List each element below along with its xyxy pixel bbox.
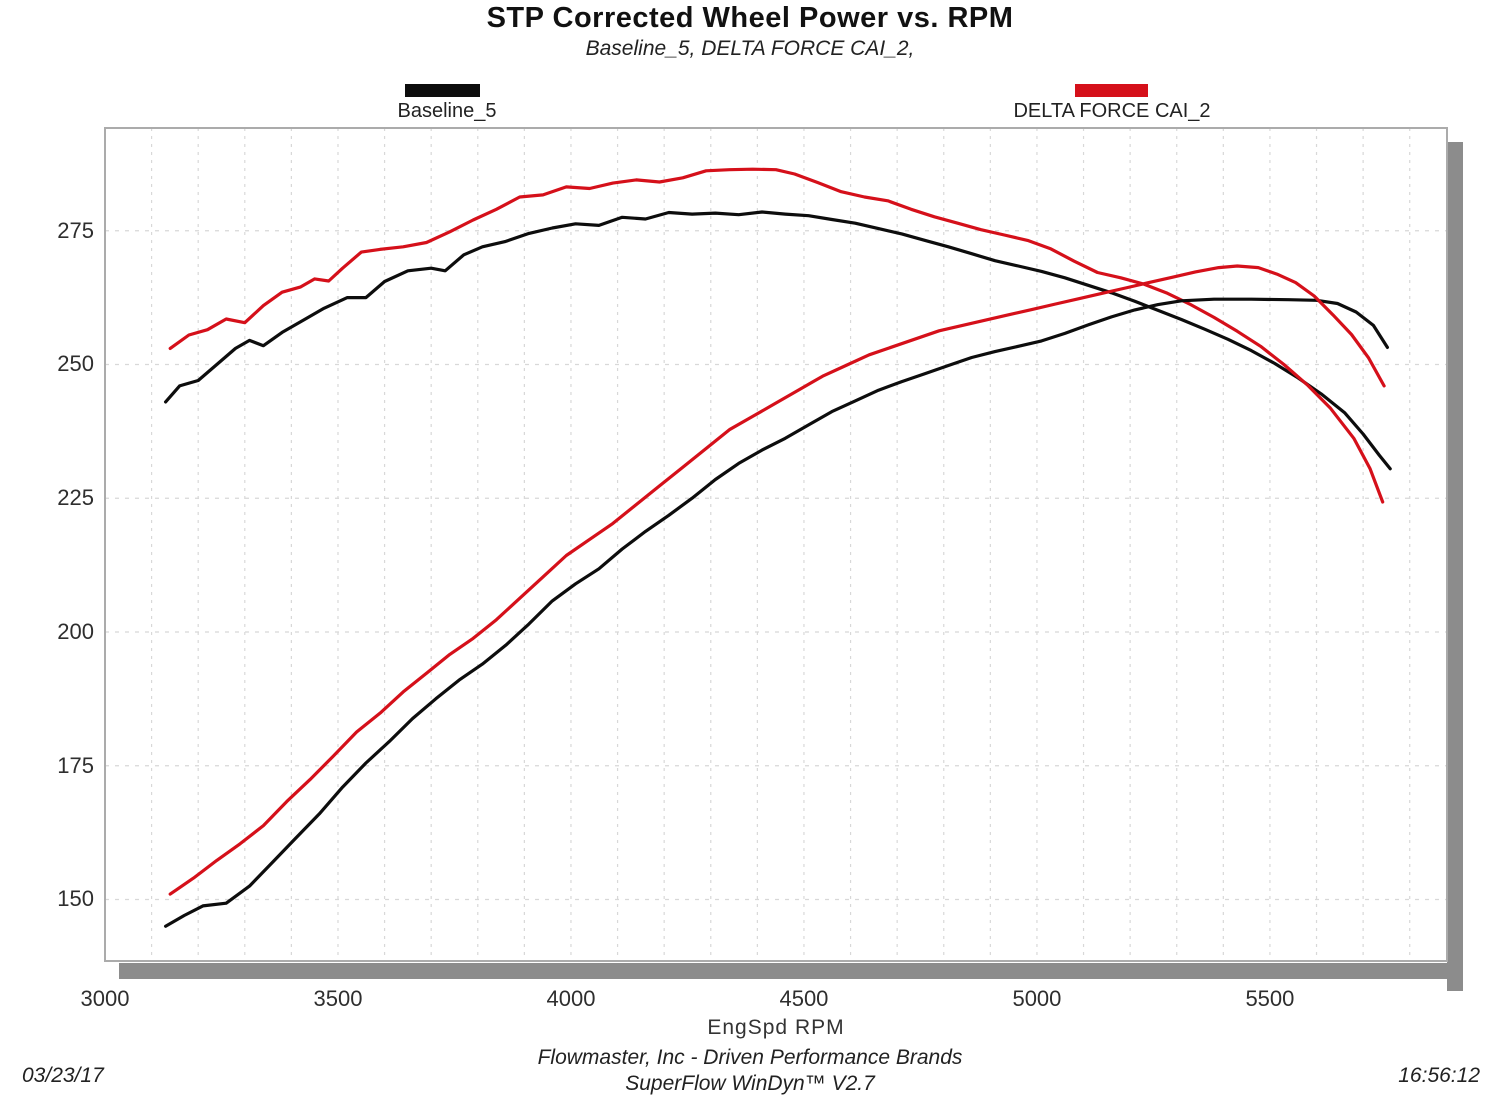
plot-shadow-bottom: [119, 963, 1463, 979]
time-stamp: 16:56:12: [1398, 1064, 1480, 1087]
date-stamp: 03/23/17: [22, 1064, 104, 1087]
x-tick-label: 5000: [1012, 986, 1062, 1011]
plot-shadow-right: [1447, 142, 1463, 991]
chart-title: STP Corrected Wheel Power vs. RPM: [486, 2, 1014, 34]
x-axis-title: EngSpd RPM: [707, 1016, 845, 1039]
x-tick-label: 5500: [1245, 986, 1295, 1011]
legend-swatch-delta-force: [1075, 84, 1148, 97]
x-tick-label: 3000: [80, 986, 130, 1011]
y-tick-label: 175: [57, 752, 94, 778]
legend-label-delta-force: DELTA FORCE CAI_2: [1013, 100, 1211, 122]
deltaforce-lower-curve: [168, 264, 1386, 896]
baseline5-lower-curve: [164, 297, 1390, 928]
chart-subtitle: Baseline_5, DELTA FORCE CAI_2,: [585, 37, 915, 60]
x-tick-label: 4500: [779, 986, 829, 1011]
legend-swatch-baseline: [405, 84, 480, 97]
y-tick-label: 225: [57, 485, 94, 511]
y-tick-label: 250: [57, 351, 94, 377]
plot-border: [104, 127, 1448, 962]
footer-company-line: Flowmaster, Inc - Driven Performance Bra…: [537, 1046, 963, 1069]
footer-software-line: SuperFlow WinDyn™ V2.7: [625, 1072, 875, 1095]
y-tick-label: 150: [57, 886, 94, 912]
x-tick-label: 3500: [313, 986, 363, 1011]
baseline5-upper-curve: [164, 210, 1392, 471]
y-tick-label: 200: [57, 618, 94, 644]
y-tick-label: 275: [57, 217, 94, 243]
legend-label-baseline: Baseline_5: [397, 100, 497, 122]
plot-background: [105, 128, 1447, 961]
x-tick-label: 4000: [546, 986, 596, 1011]
